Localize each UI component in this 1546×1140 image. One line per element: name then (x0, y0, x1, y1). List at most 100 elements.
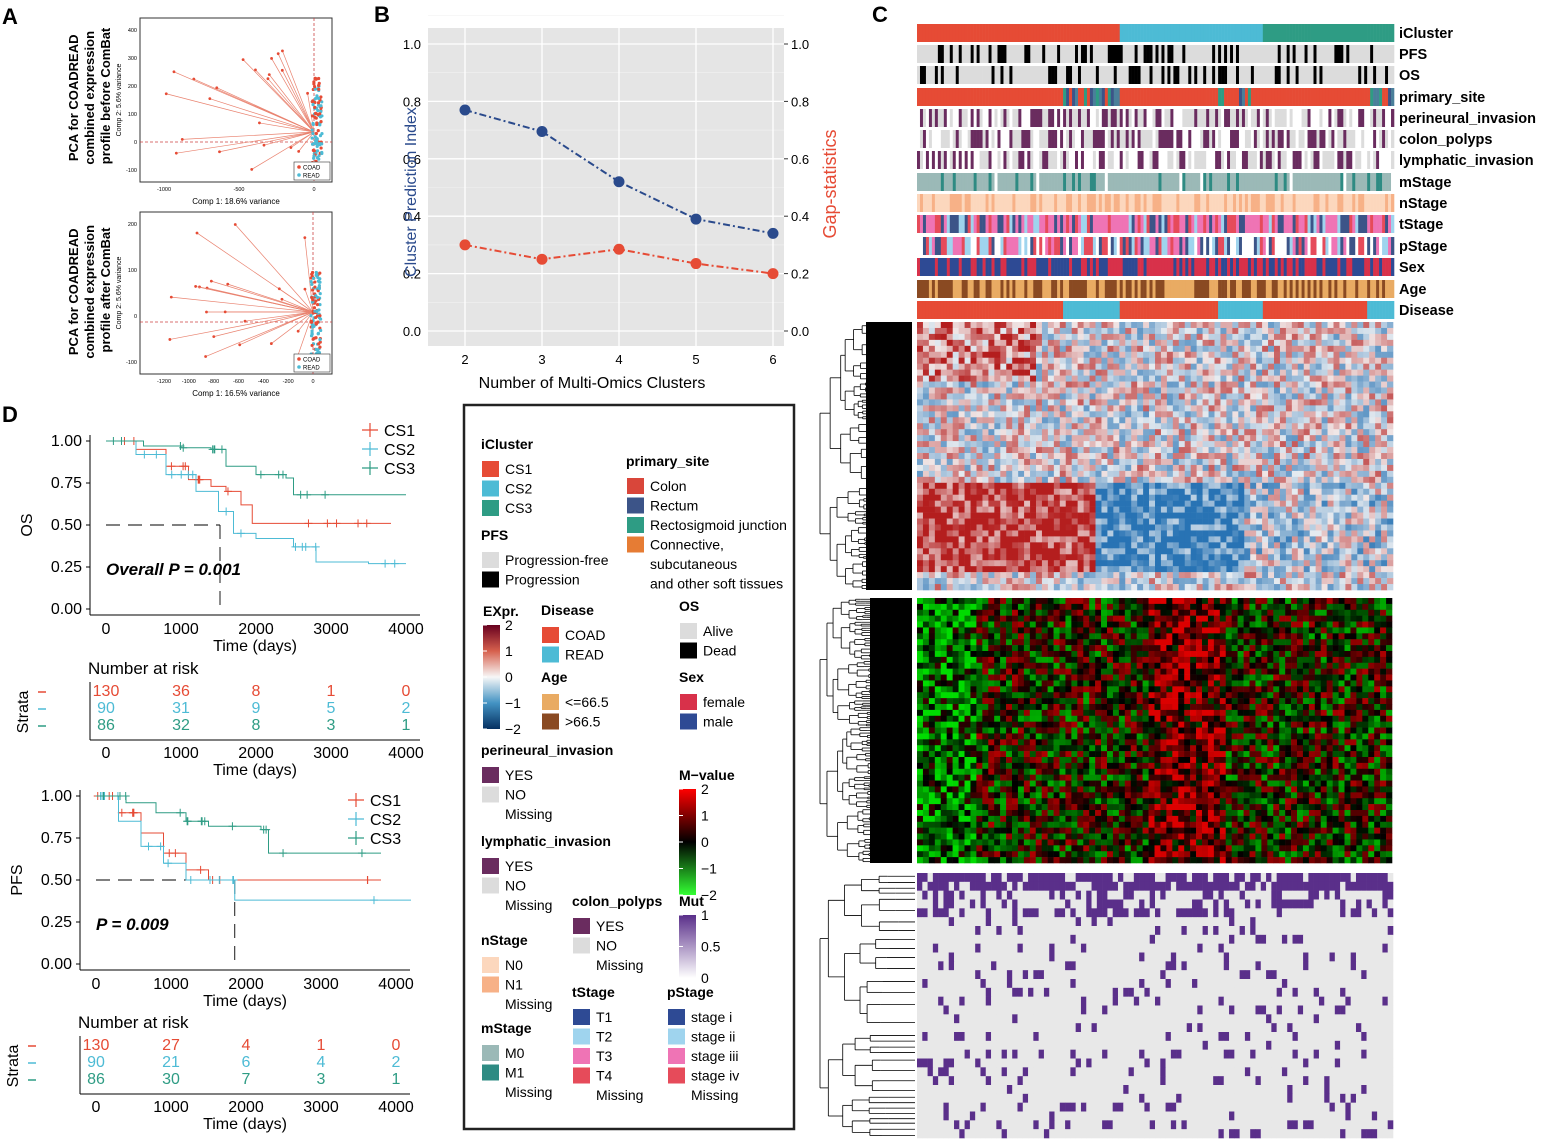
heatmap-cell (1166, 453, 1174, 460)
annotation-cell (1060, 215, 1064, 233)
pca-xtick: -400 (258, 379, 269, 385)
heatmap-cell (1018, 464, 1025, 472)
annotation-label: nStage (1399, 196, 1447, 212)
annotation-cell (1238, 194, 1243, 212)
heatmap-cell (1047, 351, 1055, 359)
annotation-cell (1021, 301, 1025, 319)
heatmap-cell (1279, 423, 1287, 430)
annotation-cell (1244, 258, 1249, 276)
annotation-cell (1140, 194, 1144, 212)
heatmap-cell (1339, 435, 1346, 442)
heatmap-cell (1333, 387, 1340, 394)
annotation-cell (1304, 24, 1308, 42)
annotation-cell (1083, 194, 1088, 212)
heatmap-cell (1291, 429, 1299, 436)
annotation-cell (934, 215, 939, 233)
annotation-cell (1227, 237, 1231, 255)
annotation-cell (943, 24, 948, 42)
heatmap-cell (982, 351, 989, 359)
heatmap-cell (1285, 363, 1293, 370)
annotation-cell (997, 215, 1001, 233)
pca-point (194, 285, 198, 288)
heatmap-cell (1155, 327, 1162, 335)
annotation-cell (931, 109, 936, 127)
annotation-cell (961, 151, 965, 169)
annotation-cell (1385, 258, 1389, 276)
heatmap-cell (1030, 333, 1037, 341)
annotation-cell (917, 194, 921, 212)
annotation-cell (1072, 215, 1076, 233)
annotation-cell (988, 45, 992, 63)
annotation-cell (1221, 45, 1225, 63)
heatmap-cell (1119, 482, 1126, 490)
annotation-cell (1024, 258, 1028, 276)
annotation-cell (1015, 215, 1019, 233)
heatmap-cell (1160, 476, 1168, 484)
heatmap-cell (1363, 387, 1370, 394)
heatmap-cell (1190, 482, 1197, 490)
heatmap-cell (1172, 411, 1180, 418)
annotation-cell (1033, 151, 1037, 169)
heatmap-cell (1381, 470, 1388, 478)
heatmap-cell (1131, 488, 1138, 496)
heatmap-cell (1125, 411, 1132, 418)
annotation-cell (1218, 173, 1222, 191)
annotation-cell (1054, 45, 1058, 63)
annotation-cell (1221, 194, 1225, 212)
heatmap-cell (1214, 441, 1221, 448)
annotation-cell (1143, 151, 1147, 169)
heatmap-cell (946, 327, 953, 335)
heatmap-cell (1214, 351, 1221, 359)
annotation-cell (1185, 151, 1189, 169)
heatmap-cell (1113, 470, 1120, 478)
heatmap-cell (1262, 369, 1269, 376)
annotation-cell (1331, 151, 1335, 169)
annotation-cell (973, 280, 977, 298)
annotation-cell (917, 301, 921, 319)
annotation-cell (1155, 215, 1159, 233)
annotation-cell (1036, 301, 1040, 319)
annotation-cell (1149, 258, 1153, 276)
heatmap-cell (1297, 447, 1305, 454)
heatmap-cell (1160, 435, 1168, 442)
heatmap-cell (1232, 417, 1239, 424)
heatmap-cell (1262, 345, 1269, 353)
heatmap-cell (1047, 482, 1055, 490)
heatmap-cell (1077, 423, 1084, 430)
annotation-cell (1095, 280, 1100, 298)
annotation-cell (1134, 24, 1138, 42)
annotation-cell (1024, 151, 1028, 169)
heatmap-cell (1291, 333, 1299, 341)
heatmap-cell (1107, 470, 1114, 478)
heatmap-cell (934, 441, 942, 448)
heatmap-cell (1238, 399, 1245, 406)
annotation-cell (955, 130, 960, 148)
annotation-cell (1077, 151, 1082, 169)
heatmap-cell (1006, 411, 1013, 418)
heatmap-cell (1160, 369, 1168, 376)
heatmap-cell (1166, 458, 1174, 466)
annotation-cell (928, 237, 933, 255)
heatmap-cell (1291, 387, 1299, 394)
heatmap-cell (988, 470, 995, 478)
annotation-cell (967, 194, 971, 212)
heatmap-cell (922, 423, 930, 430)
annotation-cell (1295, 237, 1299, 255)
annotation-label: PFS (1399, 47, 1428, 63)
annotation-cell (1000, 66, 1004, 84)
annotation-cell (1066, 280, 1070, 298)
heatmap-cell (1166, 393, 1174, 400)
annotation-cell (1227, 109, 1231, 127)
annotation-cell (1045, 151, 1049, 169)
annotation-cell (1116, 280, 1121, 298)
annotation-cell (1319, 24, 1323, 42)
heatmap-cell (1291, 393, 1299, 400)
heatmap-cell (1131, 375, 1138, 382)
heatmap-cell (1089, 423, 1096, 430)
heatmap-cell (1279, 399, 1287, 406)
annotation-cell (1235, 109, 1240, 127)
annotation-cell (1346, 88, 1350, 106)
annotation-cell (1170, 151, 1174, 169)
heatmap-cell (1160, 488, 1168, 496)
heatmap-cell (1315, 453, 1322, 460)
